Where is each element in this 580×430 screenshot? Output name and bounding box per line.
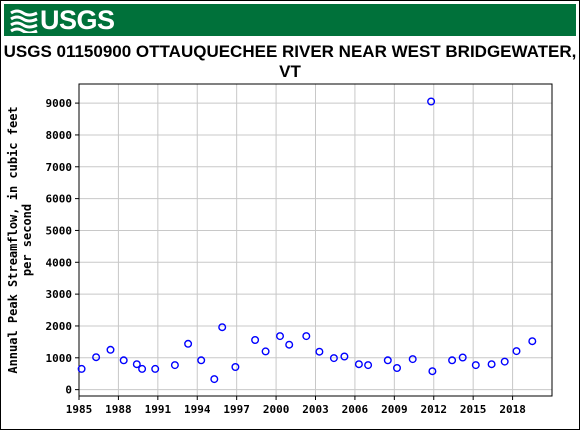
point-layer	[77, 97, 537, 384]
data-point	[393, 364, 402, 373]
y-tick-label: 8000	[46, 129, 73, 142]
data-point	[132, 360, 141, 369]
usgs-wave-icon	[10, 9, 38, 33]
x-tick-label: 2009	[381, 403, 408, 416]
x-tick-label: 2000	[263, 403, 290, 416]
data-point	[354, 360, 363, 369]
data-point	[184, 339, 193, 348]
y-tick-label: 4000	[46, 256, 73, 269]
data-point	[340, 352, 349, 361]
data-point	[92, 353, 101, 362]
data-point	[329, 354, 338, 363]
x-tick-label: 1985	[66, 403, 93, 416]
y-tick-label: 6000	[46, 193, 73, 206]
data-point	[408, 355, 417, 364]
data-point	[512, 347, 521, 356]
data-point	[528, 337, 537, 346]
data-point	[231, 363, 240, 372]
x-tick-label: 1988	[105, 403, 132, 416]
data-point	[106, 345, 115, 354]
data-point	[251, 336, 260, 345]
grid-layer	[78, 84, 552, 396]
data-point	[315, 347, 324, 356]
x-tick-label: 1994	[184, 403, 211, 416]
data-point	[119, 356, 128, 365]
data-point	[448, 356, 457, 365]
chart-title: USGS 01150900 OTTAUQUECHEE RIVER NEAR WE…	[3, 42, 577, 81]
data-point	[428, 367, 437, 376]
data-point	[364, 361, 373, 370]
tick-layer: 1985 1988 1991 1994 1997 2000 2003 2006 2009 2012…	[46, 97, 526, 416]
y-tick-label: 9000	[46, 97, 73, 110]
data-point	[276, 332, 285, 341]
y-axis-title-line-1: Annual Peak Streamflow, in cubic feet	[6, 106, 20, 373]
x-tick-label: 2012	[421, 403, 448, 416]
data-point	[487, 360, 496, 369]
data-point	[218, 323, 227, 332]
data-point	[170, 361, 179, 370]
data-point	[458, 353, 467, 362]
data-point	[500, 357, 509, 366]
x-tick-label: 2018	[499, 403, 526, 416]
data-point	[261, 347, 270, 356]
data-point	[285, 340, 294, 349]
data-point	[197, 356, 206, 365]
data-point	[302, 332, 311, 341]
y-tick-label: 3000	[46, 288, 73, 301]
x-tick-label: 2006	[342, 403, 369, 416]
y-tick-label: 0	[65, 384, 72, 397]
data-point	[151, 364, 160, 373]
y-tick-label: 2000	[46, 320, 73, 333]
data-point	[471, 361, 480, 370]
data-point	[427, 97, 436, 106]
x-tick-label: 1991	[145, 403, 172, 416]
x-tick-label: 2003	[302, 403, 329, 416]
y-tick-label: 7000	[46, 161, 73, 174]
y-tick-label: 1000	[46, 352, 73, 365]
data-point	[77, 364, 86, 373]
data-point	[138, 364, 147, 373]
usgs-logo-text: USGS	[40, 4, 115, 35]
y-tick-label: 5000	[46, 224, 73, 237]
usgs-banner: USGS	[4, 4, 576, 36]
data-point	[383, 356, 392, 365]
data-point	[210, 375, 219, 384]
x-tick-label: 1997	[223, 403, 250, 416]
y-axis-title-line-2: per second	[20, 204, 34, 276]
x-tick-label: 2015	[460, 403, 487, 416]
usgs-logo[interactable]: USGS	[10, 4, 115, 35]
